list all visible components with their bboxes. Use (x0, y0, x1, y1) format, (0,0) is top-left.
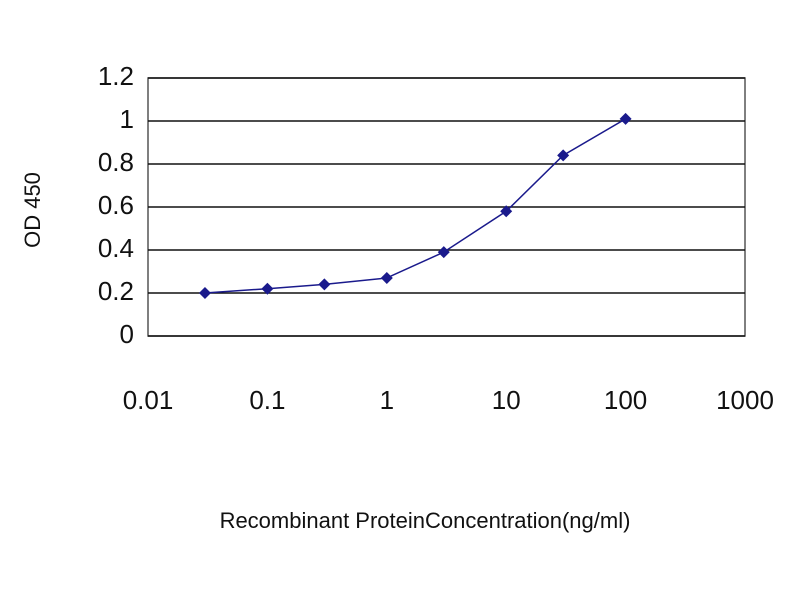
data-marker (261, 282, 274, 295)
y-tick-label: 1.2 (98, 61, 134, 91)
x-tick-label: 1000 (716, 385, 774, 415)
y-axis-label: OD 450 (20, 172, 45, 248)
x-tick-label: 0.1 (249, 385, 285, 415)
data-marker (198, 287, 211, 299)
x-tick-label: 10 (492, 385, 521, 415)
x-axis-label: Recombinant ProteinConcentration(ng/ml) (220, 508, 631, 533)
data-marker (557, 149, 570, 162)
data-line (204, 118, 626, 294)
data-marker (619, 112, 632, 125)
y-tick-label: 0.2 (98, 276, 134, 306)
x-tick-label: 100 (604, 385, 647, 415)
y-tick-label: 0 (120, 319, 134, 349)
data-marker (318, 278, 331, 291)
x-tick-label: 0.01 (123, 385, 174, 415)
y-tick-label: 0.6 (98, 190, 134, 220)
y-tick-label: 1 (120, 104, 134, 134)
y-tick-label: 0.4 (98, 233, 134, 263)
data-marker (380, 271, 393, 284)
data-marker (437, 246, 450, 259)
y-tick-label: 0.8 (98, 147, 134, 177)
x-tick-label: 1 (380, 385, 394, 415)
data-marker (500, 205, 513, 218)
